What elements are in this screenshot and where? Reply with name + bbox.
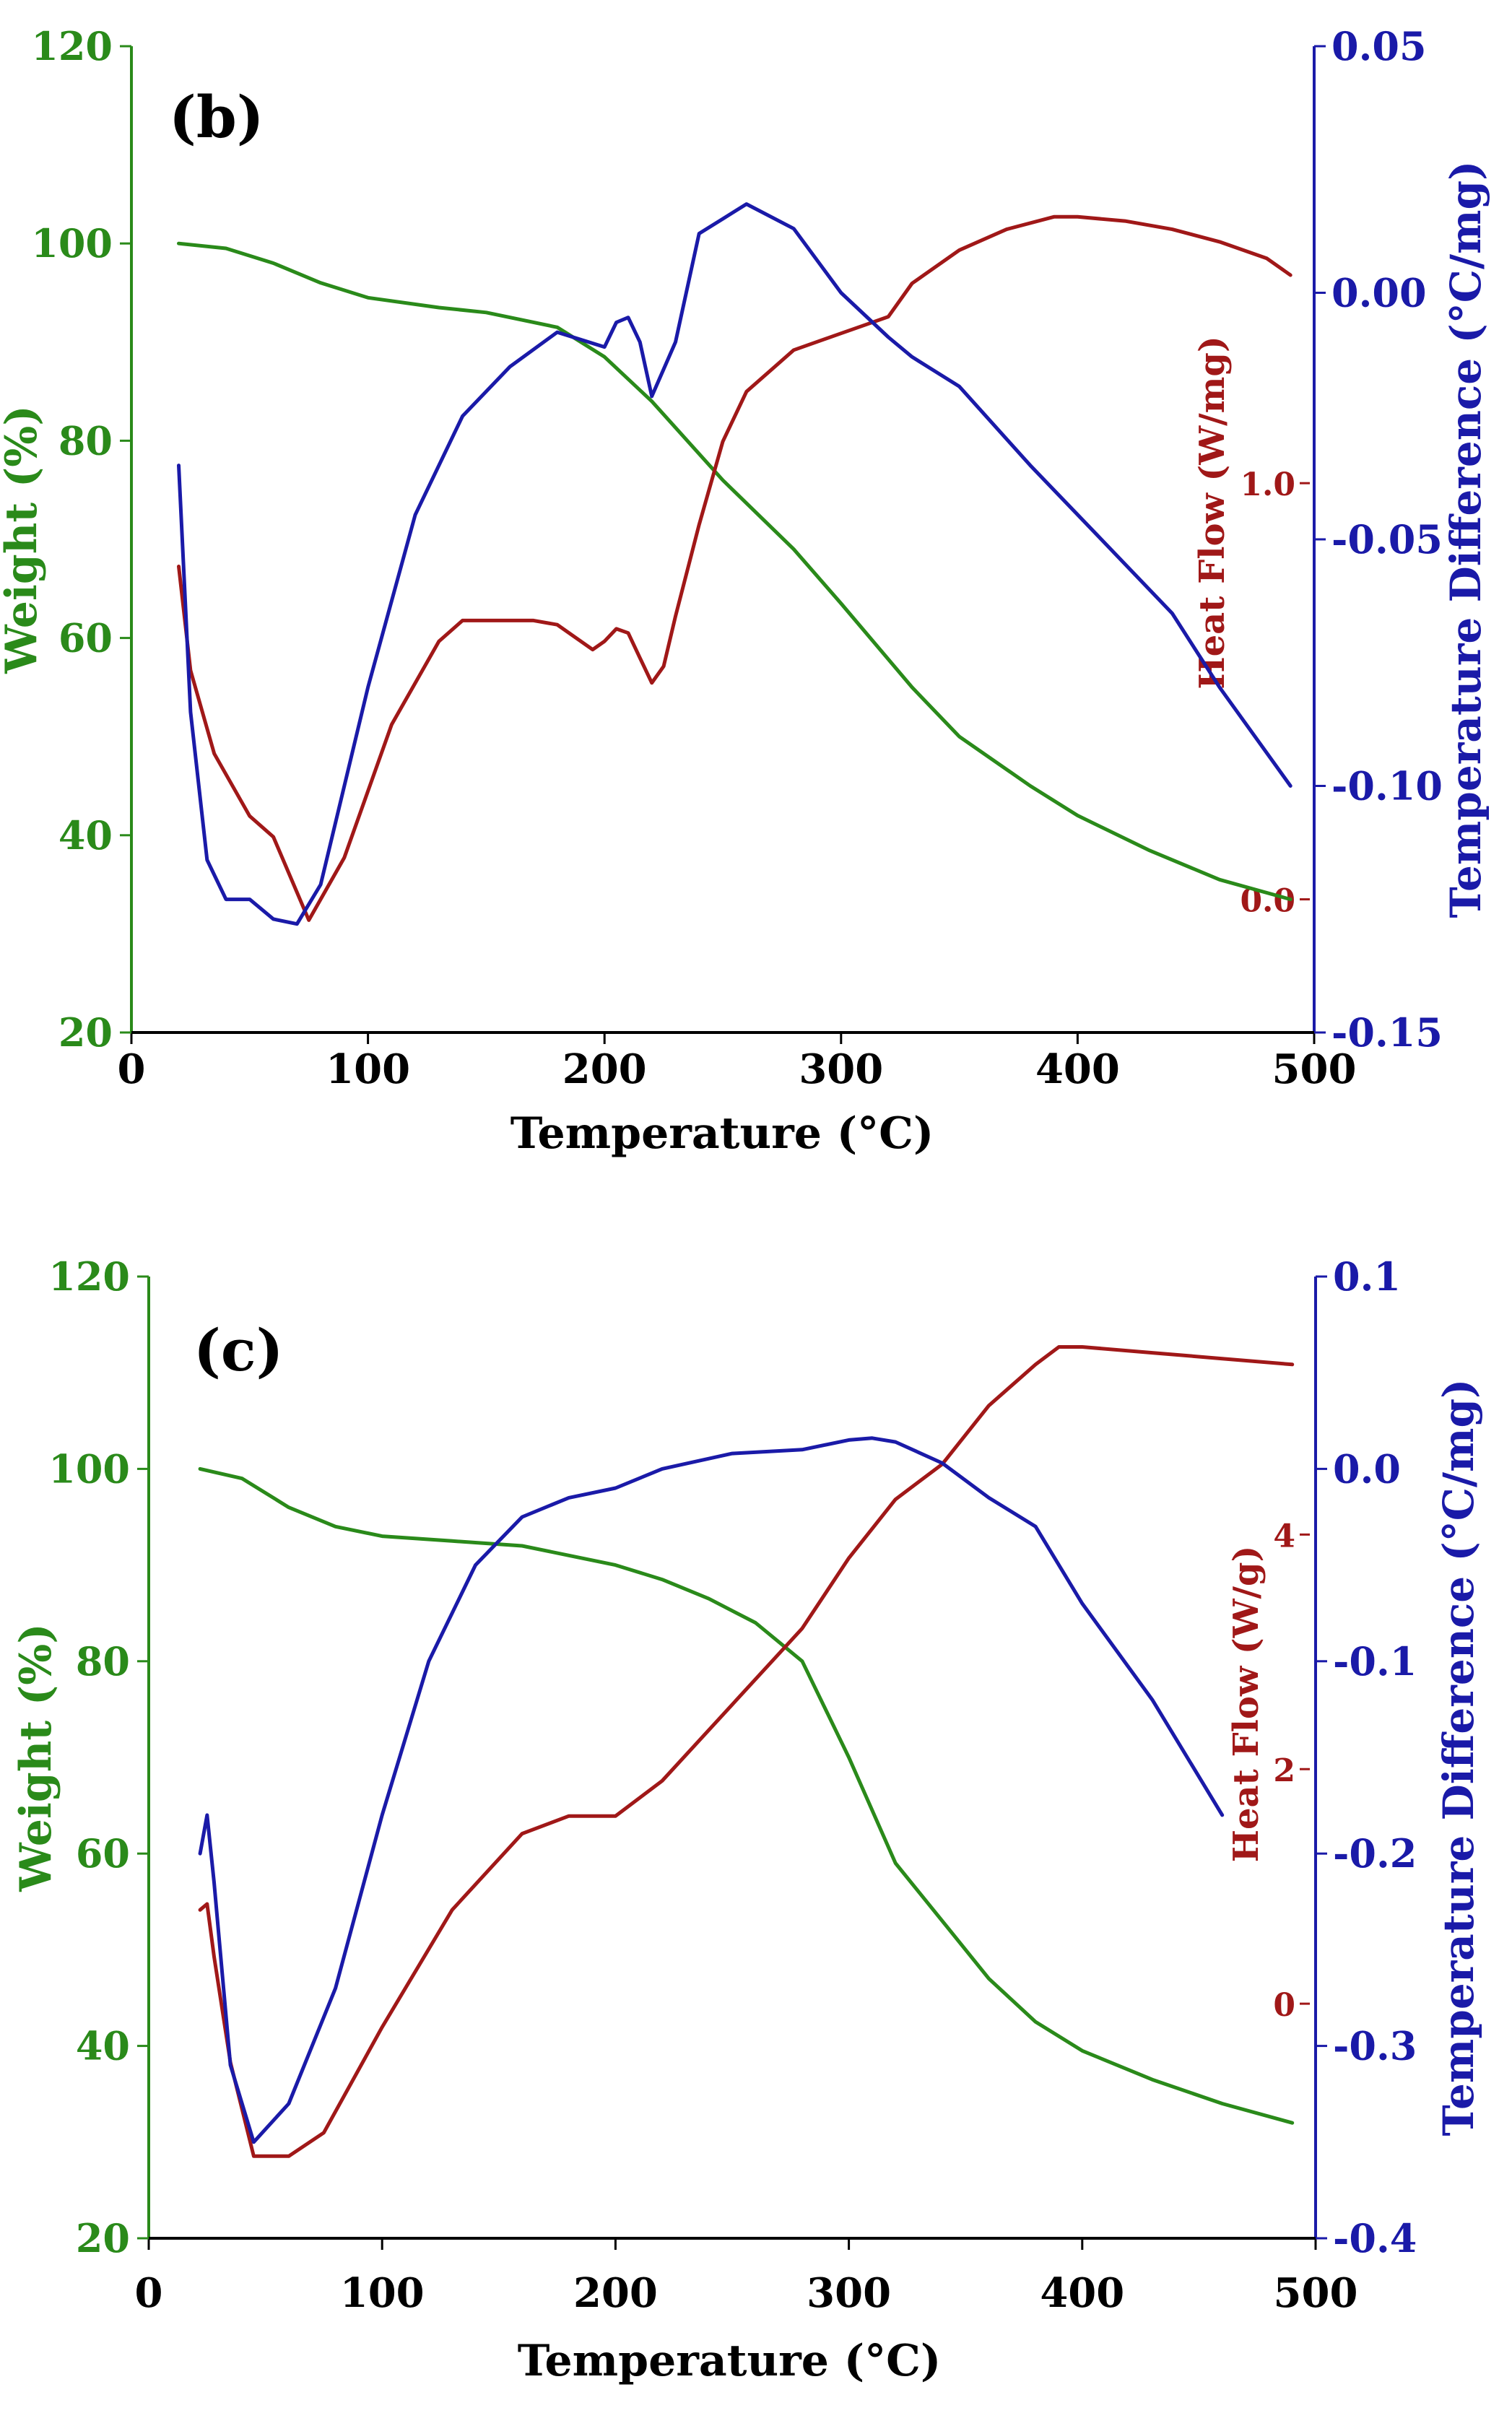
left-tick-label: 100	[31, 220, 113, 266]
left-tick-label: 60	[58, 615, 113, 661]
right-tick-label: -0.10	[1331, 763, 1443, 809]
chart-panel-c: 0 100 200 300 400 50020406080100120-0.4-0.3-0…	[11, 1253, 1483, 2386]
x-tick-label: 100	[326, 1045, 410, 1093]
left-axis-title: Weight (%)	[0, 405, 47, 674]
x-tick-label: 400	[1040, 2269, 1124, 2317]
x-tick-label: 500	[1272, 1045, 1357, 1093]
right-tick-label: 0.1	[1333, 1253, 1401, 1300]
left-tick-label: 20	[58, 1009, 113, 1056]
right-axis-title: Temperature Difference (°C/mg)	[1434, 1378, 1483, 2136]
left-tick-label: 120	[31, 23, 113, 69]
panel-label: (b)	[169, 83, 264, 151]
temperature-difference-series-line	[198, 1436, 1225, 2144]
panel-label: (c)	[194, 1316, 283, 1384]
heat-flow-tick-label: 1.0	[1240, 466, 1295, 503]
right-tick-label: -0.15	[1331, 1009, 1443, 1056]
heat-flow-tick-label: 4	[1273, 1518, 1295, 1555]
heat-flow-tick-label: 0	[1273, 1987, 1295, 2024]
heat-flow-axis-title: Heat Flow (W/mg)	[1192, 336, 1233, 689]
x-tick-label: 200	[573, 2269, 658, 2317]
left-tick-label: 40	[58, 812, 113, 858]
right-tick-label: 0.05	[1331, 23, 1427, 69]
x-tick-label: 300	[799, 1045, 883, 1093]
x-tick-label: 300	[807, 2269, 891, 2317]
temperature-difference-series-line	[177, 202, 1292, 926]
left-tick-label: 100	[48, 1445, 130, 1492]
heat-flow-axis-title: Heat Flow (W/g)	[1226, 1546, 1266, 1863]
weight-series-line	[198, 1466, 1295, 2125]
x-tick-label: 400	[1035, 1045, 1120, 1093]
left-axis-title: Weight (%)	[11, 1623, 61, 1892]
right-tick-label: -0.3	[1333, 2023, 1417, 2069]
right-tick-label: -0.4	[1333, 2215, 1417, 2261]
heat-flow-tick-label: 2	[1273, 1752, 1295, 1789]
x-tick-label: 0	[118, 1045, 146, 1093]
right-axis-title: Temperature Difference (°C/mg)	[1441, 160, 1490, 918]
right-tick-label: -0.05	[1331, 516, 1443, 562]
x-tick-label: 100	[340, 2269, 425, 2317]
left-tick-label: 40	[76, 2023, 130, 2069]
left-tick-label: 120	[48, 1253, 130, 1300]
right-tick-label: -0.1	[1333, 1638, 1417, 1684]
x-tick-label: 200	[562, 1045, 647, 1093]
heat-flow-series-line	[177, 214, 1292, 922]
left-tick-label: 20	[76, 2215, 130, 2261]
left-tick-label: 80	[76, 1638, 130, 1684]
left-tick-label: 80	[58, 417, 113, 464]
weight-series-line	[177, 241, 1292, 902]
right-tick-label: -0.2	[1333, 1830, 1417, 1877]
right-tick-label: 0.0	[1333, 1445, 1401, 1492]
x-tick-label: 0	[135, 2269, 163, 2317]
x-axis-title: Temperature (°C)	[518, 2336, 942, 2386]
x-axis-title: Temperature (°C)	[510, 1108, 934, 1159]
left-tick-label: 60	[76, 1830, 130, 1877]
right-tick-label: 0.00	[1331, 270, 1427, 316]
heat-flow-series-line	[198, 1345, 1295, 2158]
x-tick-label: 500	[1274, 2269, 1358, 2317]
chart-panel-b: 0 100 200 300 400 500 20 40 60 80 100 120 -0.15 -0.10…	[0, 23, 1490, 1159]
